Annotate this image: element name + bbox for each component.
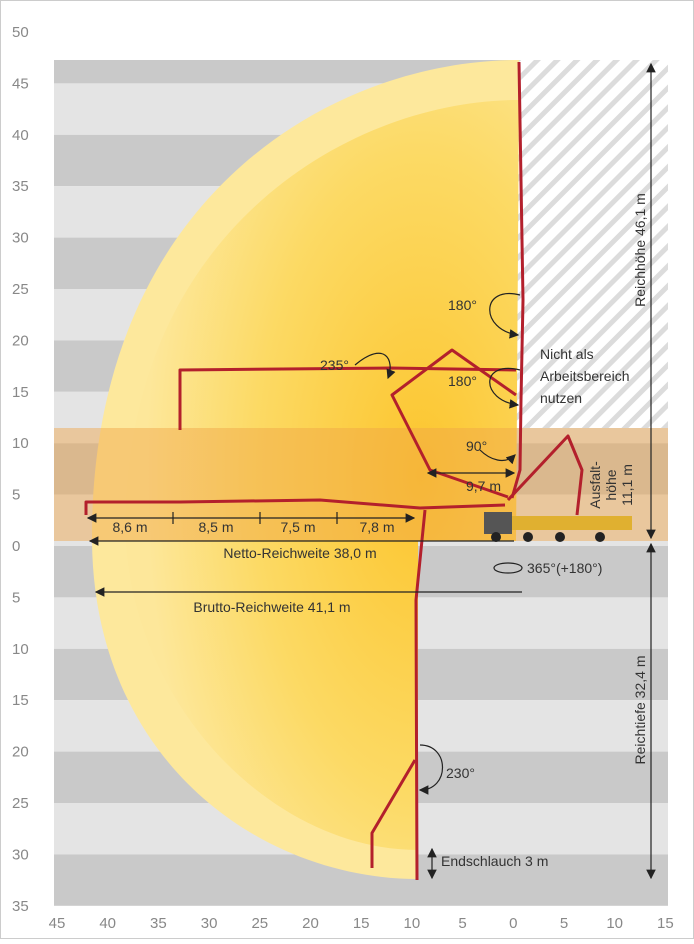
- y-axis-label: 15: [12, 692, 29, 709]
- x-axis-label: 40: [99, 915, 116, 932]
- y-axis-label: 40: [12, 127, 29, 144]
- x-axis-label: 20: [302, 915, 319, 932]
- x-axis-label: 35: [150, 915, 167, 932]
- no-work-zone: nutzen: [540, 390, 582, 406]
- x-axis-label: 0: [509, 915, 517, 932]
- y-axis-label: 0: [12, 538, 20, 555]
- reach-depth: Reichtiefe 32,4 m: [632, 656, 648, 765]
- y-axis-label: 10: [12, 435, 29, 452]
- angle-label: 230°: [446, 765, 475, 781]
- y-axis-label: 5: [12, 589, 20, 606]
- net-reach: Netto-Reichweite 38,0 m: [223, 545, 376, 561]
- annotations: 180° 235° 180° 90° 230° 365°(+180°) Nich…: [112, 193, 648, 869]
- dimension-lines: [86, 62, 656, 880]
- angle-label: 90°: [466, 438, 487, 454]
- y-axis-label: 20: [12, 332, 29, 349]
- angle-label: 180°: [448, 373, 477, 389]
- y-axis-label: 50: [12, 24, 29, 41]
- y-axis-label: 30: [12, 846, 29, 863]
- x-axis-label: 25: [251, 915, 268, 932]
- x-axis-label: 10: [404, 915, 421, 932]
- y-axis-label: 45: [12, 75, 29, 92]
- end-hose: Endschlauch 3 m: [441, 853, 548, 869]
- segment-label: 8,6 m: [112, 519, 147, 535]
- segment-label: 9,7 m: [466, 478, 501, 494]
- segment-label: 7,5 m: [280, 519, 315, 535]
- y-axis-label: 20: [12, 744, 29, 761]
- no-work-zone: Nicht als: [540, 346, 594, 362]
- x-axis-label: 5: [560, 915, 568, 932]
- inner-envelope: [125, 100, 519, 850]
- x-axis-label: 5: [458, 915, 466, 932]
- x-axis-label: 10: [606, 915, 623, 932]
- reach-height: Reichhöhe 46,1 m: [632, 193, 648, 307]
- hatched-zone: [516, 60, 668, 428]
- segment-label: 8,5 m: [198, 519, 233, 535]
- x-axis-label: 30: [201, 915, 218, 932]
- boom: [84, 61, 584, 881]
- y-axis-label: 35: [12, 178, 29, 195]
- angle-label: 235°: [320, 357, 349, 373]
- gross-reach: Brutto-Reichweite 41,1 m: [193, 599, 350, 615]
- angle-label: 180°: [448, 297, 477, 313]
- truck: [484, 512, 632, 542]
- y-axis-label: 25: [12, 795, 29, 812]
- y-axis-label: 15: [12, 384, 29, 401]
- outrigger-height: Ausfalt-: [587, 461, 603, 509]
- y-axis-label: 35: [12, 898, 29, 915]
- no-work-zone: Arbeitsbereich: [540, 368, 630, 384]
- x-axis-label: 15: [353, 915, 370, 932]
- y-axis-label: 30: [12, 230, 29, 247]
- y-axis-label: 25: [12, 281, 29, 298]
- rotation-label: 365°(+180°): [527, 560, 602, 576]
- x-axis-label: 45: [49, 915, 66, 932]
- y-axis-label: 10: [12, 641, 29, 658]
- x-axis-label: 15: [657, 915, 674, 932]
- y-axis-label: 5: [12, 487, 20, 504]
- outrigger-height: 11,1 m: [619, 464, 635, 506]
- segment-label: 7,8 m: [359, 519, 394, 535]
- outrigger-height: höhe: [603, 469, 619, 500]
